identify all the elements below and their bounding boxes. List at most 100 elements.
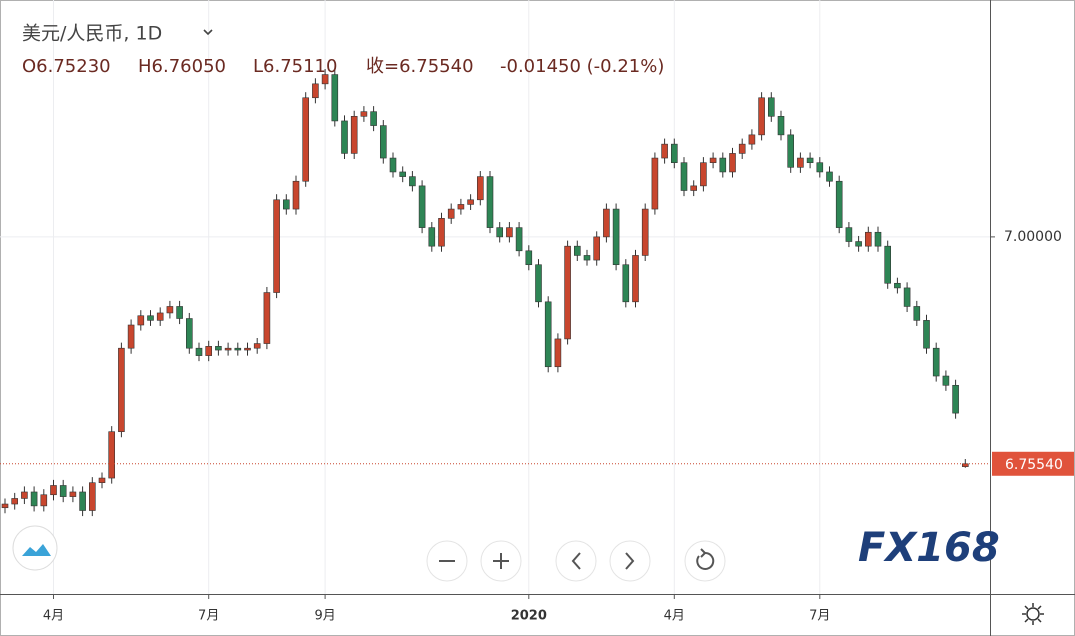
candle-body <box>874 231 882 247</box>
candle-body <box>30 491 38 507</box>
right-icon <box>625 552 635 570</box>
candle-body <box>224 347 232 351</box>
ohlc-label: H6.76050 <box>138 56 226 77</box>
candle-body <box>409 176 416 187</box>
candle-body <box>525 250 533 266</box>
candle-body <box>215 346 222 351</box>
reset-button[interactable] <box>684 540 726 582</box>
candle-body <box>292 180 300 210</box>
last-price-tag <box>992 451 1074 476</box>
candle-body <box>50 485 57 496</box>
candle-body <box>186 318 193 349</box>
candle-body <box>603 208 610 238</box>
dropdown-icon[interactable] <box>203 29 213 36</box>
candle-body <box>156 312 164 321</box>
candle-body <box>573 245 581 256</box>
ohlc-label: O6.75230 <box>22 56 111 77</box>
candle-body <box>302 97 310 182</box>
candle-body <box>622 264 630 303</box>
candle-body <box>864 231 872 247</box>
candle-body <box>234 347 242 351</box>
candle-body <box>370 111 377 126</box>
candle-body <box>554 338 562 368</box>
candle-body <box>894 282 901 289</box>
gear-circle <box>1026 607 1040 621</box>
candle-body <box>399 171 407 177</box>
candle-body <box>700 162 707 187</box>
candle-body <box>913 306 921 321</box>
candle-body <box>457 204 465 210</box>
candle-body <box>816 162 824 173</box>
candle-body <box>244 347 251 351</box>
candle-body <box>564 245 571 340</box>
candle-body <box>341 120 348 154</box>
x-tick-label: 7月 <box>809 609 830 624</box>
candle-body <box>515 227 523 252</box>
candle-body <box>273 199 280 293</box>
logo-icon[interactable] <box>12 525 58 571</box>
candle-body <box>845 227 853 242</box>
candle-body <box>884 245 892 284</box>
candle-body <box>205 346 212 356</box>
candle-body <box>166 306 174 314</box>
candle-body <box>758 97 765 136</box>
candle-body <box>806 157 814 163</box>
candle-body <box>506 227 513 238</box>
candle-body <box>632 255 639 303</box>
ohlc-label: -0.01450 (-0.21%) <box>500 56 664 77</box>
x-tick-label: 9月 <box>314 609 335 624</box>
candle-body <box>486 176 494 228</box>
candle-body <box>651 157 659 210</box>
candle-body <box>923 320 930 349</box>
candle-body <box>447 208 455 219</box>
candle-body <box>118 347 125 432</box>
scroll-right-button[interactable] <box>609 540 651 582</box>
reset-icon <box>696 551 715 570</box>
candle-body <box>476 176 484 201</box>
ohlc-label: L6.75110 <box>253 56 337 77</box>
candle-body <box>797 157 804 168</box>
candle-body <box>690 185 698 191</box>
candle-body <box>661 143 668 159</box>
scroll-left-button[interactable] <box>555 540 597 582</box>
candle-body <box>69 491 77 497</box>
candle-body <box>137 315 145 326</box>
plus-icon <box>493 553 509 569</box>
candle-body <box>641 208 649 256</box>
candle-body <box>321 74 329 85</box>
candle-body <box>79 491 86 511</box>
logo-circle[interactable] <box>12 525 58 571</box>
candle-body <box>467 199 474 205</box>
ohlc-row: O6.75230 H6.76050 L6.75110 收=6.75540 -0.0145… <box>22 56 664 77</box>
candle-body <box>127 324 135 349</box>
candle-body <box>89 482 96 511</box>
candle-body <box>583 255 591 261</box>
candle-body <box>360 111 368 117</box>
candles <box>1 69 969 517</box>
candle-body <box>952 384 959 414</box>
candle-body <box>767 97 775 117</box>
watermark-logo: FX168 <box>858 525 1000 571</box>
candle-body <box>826 171 833 182</box>
logo-shape <box>22 544 51 556</box>
settings-icon[interactable] <box>1022 603 1044 625</box>
candle-body <box>593 236 601 261</box>
candle-body <box>11 498 18 505</box>
candle-body <box>108 431 115 479</box>
candle-body <box>680 162 688 191</box>
last-price-label: 6.75540 <box>1005 457 1063 473</box>
candle-body <box>748 134 756 145</box>
x-tick-label: 2020 <box>511 609 547 624</box>
candle-body <box>903 287 911 307</box>
candle-body <box>1 503 9 509</box>
candle-body <box>195 347 203 356</box>
candle-body <box>535 264 542 303</box>
candle-body <box>379 125 387 159</box>
ohlc-label: 收=6.75540 <box>366 56 474 77</box>
x-tick-label: 7月 <box>198 609 219 624</box>
candle-body <box>438 218 445 247</box>
candle-body <box>312 83 319 99</box>
candle-body <box>59 485 67 497</box>
reset-arrow <box>700 548 707 558</box>
